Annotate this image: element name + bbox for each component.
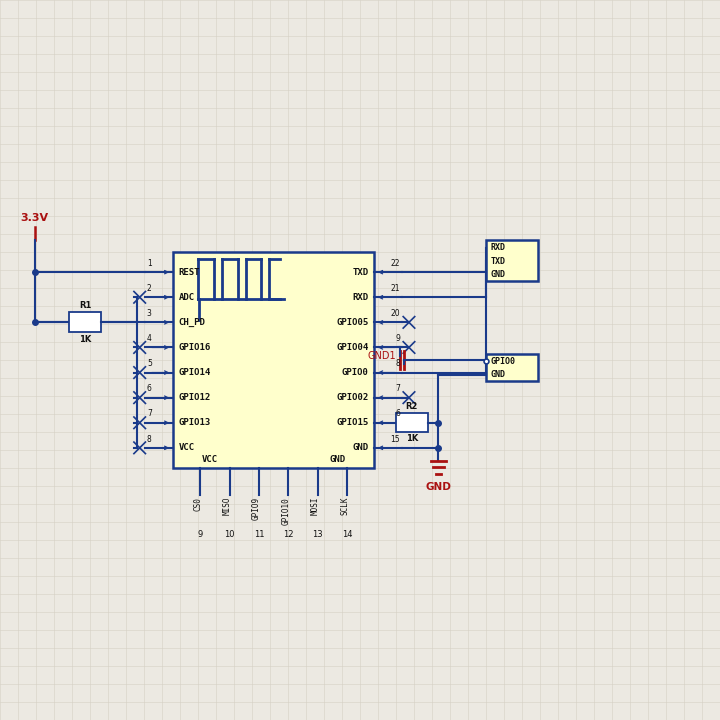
Text: TXD: TXD xyxy=(490,256,505,266)
Text: SCLK: SCLK xyxy=(340,497,349,516)
Text: 7: 7 xyxy=(147,410,152,418)
Bar xyxy=(486,354,538,381)
Text: 6: 6 xyxy=(147,384,152,393)
Text: GPIO13: GPIO13 xyxy=(179,418,211,427)
Text: GPIO16: GPIO16 xyxy=(179,343,211,352)
Text: R1: R1 xyxy=(78,301,91,310)
Text: GPIO05: GPIO05 xyxy=(336,318,369,327)
Text: R2: R2 xyxy=(405,402,418,411)
Text: GPIO12: GPIO12 xyxy=(179,393,211,402)
Text: 21: 21 xyxy=(391,284,400,293)
Text: 14: 14 xyxy=(342,530,352,539)
Text: 1K: 1K xyxy=(405,434,418,444)
Text: GND: GND xyxy=(490,370,505,379)
Text: ADC: ADC xyxy=(179,293,194,302)
Text: 6: 6 xyxy=(395,410,400,418)
Text: GPIO9: GPIO9 xyxy=(252,497,261,520)
Text: 15: 15 xyxy=(391,434,400,444)
Text: 2: 2 xyxy=(147,284,152,293)
Text: RXD: RXD xyxy=(353,293,369,302)
Text: 20: 20 xyxy=(391,309,400,318)
Text: TXD: TXD xyxy=(353,268,369,276)
Text: GPIO0: GPIO0 xyxy=(342,368,369,377)
Text: 1K: 1K xyxy=(78,335,91,343)
Text: 3.3V: 3.3V xyxy=(20,213,48,223)
Text: 22: 22 xyxy=(391,259,400,268)
Text: GPIO04: GPIO04 xyxy=(336,343,369,352)
Bar xyxy=(396,413,428,432)
Text: RXD: RXD xyxy=(490,243,505,252)
Bar xyxy=(486,240,538,281)
Text: GND: GND xyxy=(330,455,346,464)
Text: GND: GND xyxy=(426,482,451,492)
Text: 3: 3 xyxy=(147,309,152,318)
Text: GPIO02: GPIO02 xyxy=(336,393,369,402)
Text: VCC: VCC xyxy=(179,444,194,452)
Text: 12: 12 xyxy=(283,530,294,539)
Text: 1: 1 xyxy=(147,259,152,268)
Text: 10: 10 xyxy=(225,530,235,539)
Text: GPIO10: GPIO10 xyxy=(282,497,290,525)
Text: 7: 7 xyxy=(395,384,400,393)
Text: REST: REST xyxy=(179,268,200,276)
Text: 11: 11 xyxy=(253,530,264,539)
Text: GND: GND xyxy=(490,270,505,279)
Text: GND: GND xyxy=(353,444,369,452)
Bar xyxy=(69,312,101,333)
Text: 4: 4 xyxy=(147,334,152,343)
Text: 9: 9 xyxy=(395,334,400,343)
Text: GPIO0: GPIO0 xyxy=(490,356,516,366)
Bar xyxy=(173,252,374,468)
Text: 8: 8 xyxy=(395,359,400,368)
Text: CH_PD: CH_PD xyxy=(179,318,205,327)
Text: GND1: GND1 xyxy=(367,351,396,361)
Text: MISO: MISO xyxy=(222,497,232,516)
Text: MOSI: MOSI xyxy=(311,497,320,516)
Text: 5: 5 xyxy=(147,359,152,368)
Text: 13: 13 xyxy=(312,530,323,539)
Text: VCC: VCC xyxy=(202,455,217,464)
Text: GPIO15: GPIO15 xyxy=(336,418,369,427)
Text: CS0: CS0 xyxy=(193,497,202,510)
Text: GPIO14: GPIO14 xyxy=(179,368,211,377)
Text: 8: 8 xyxy=(147,434,152,444)
Text: 9: 9 xyxy=(197,530,203,539)
